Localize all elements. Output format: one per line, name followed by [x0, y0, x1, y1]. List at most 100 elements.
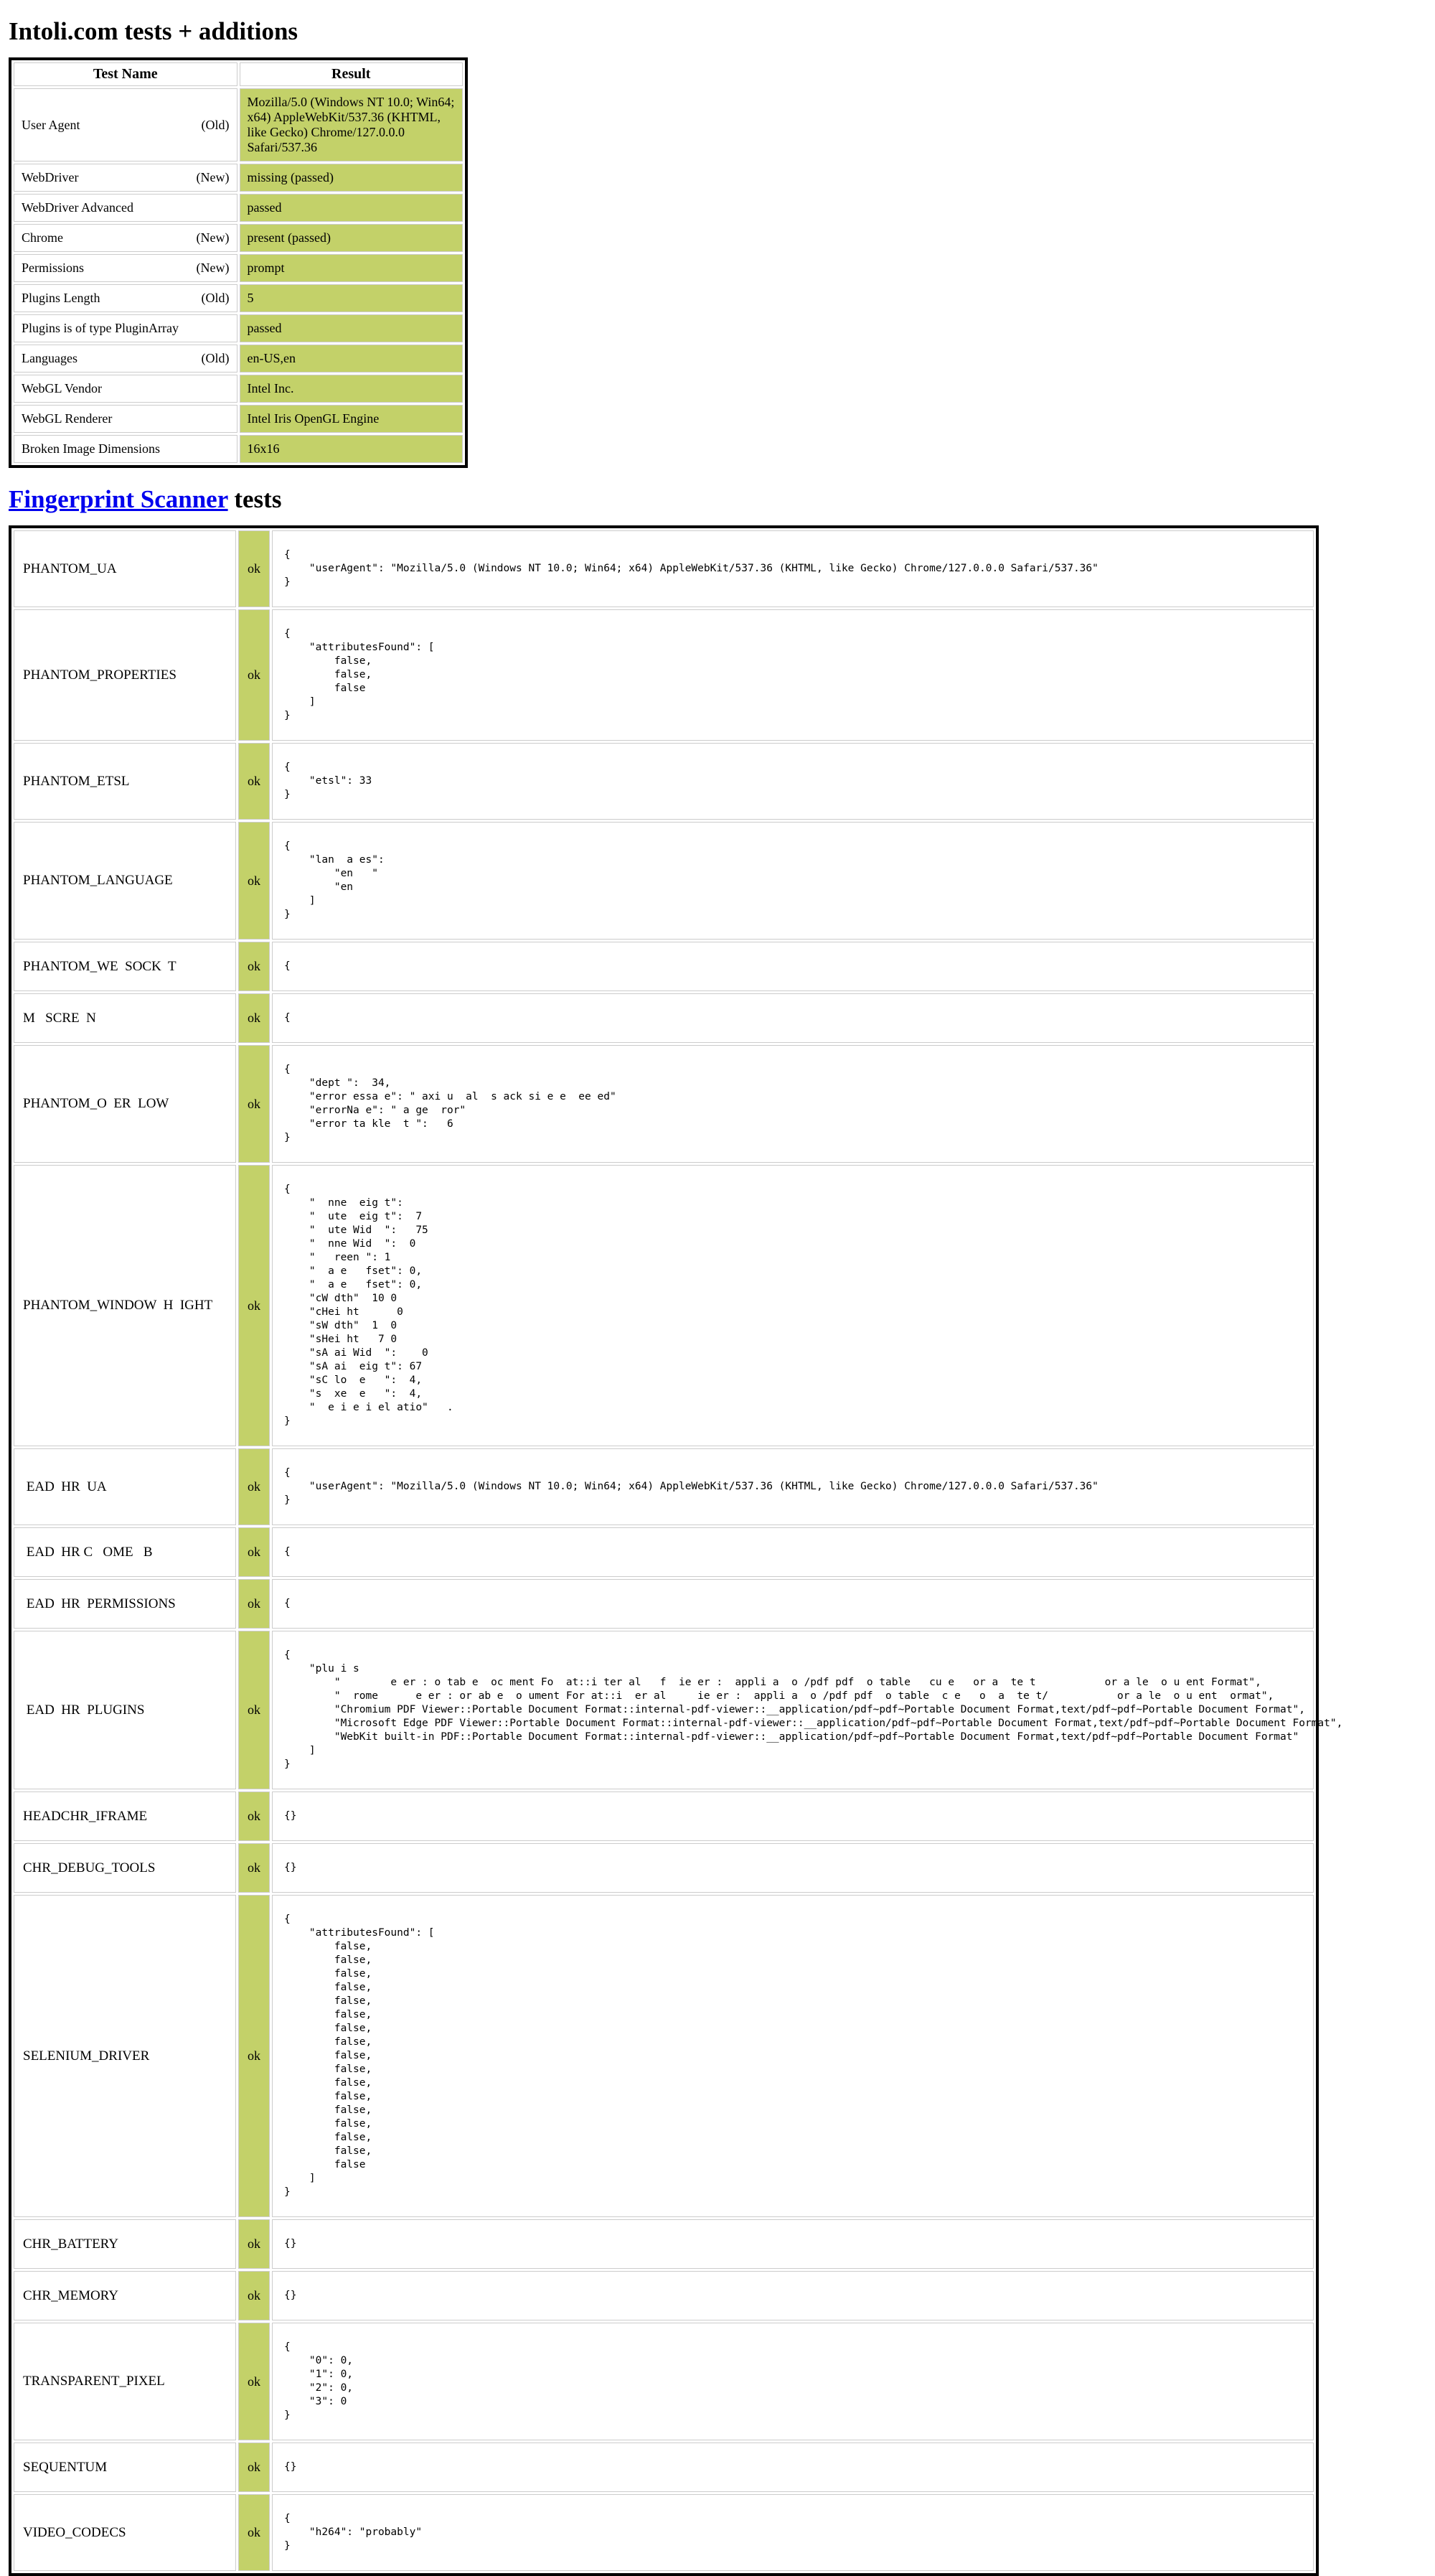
scanner-test-name: PHANTOM_UA [14, 530, 236, 607]
scanner-test-output-cell: { [272, 1527, 1314, 1577]
scanner-test-row: PHANTOM_PROPERTIES ok{ "attributesFound":… [14, 609, 1314, 741]
test-name-cell: User Agent (Old) [14, 88, 237, 161]
scanner-test-name: CHR_BATTERY [14, 2219, 236, 2269]
test-result-cell: passed [239, 194, 463, 222]
test-qualifier: (Old) [201, 117, 230, 132]
test-name: WebGL Vendor [22, 381, 103, 395]
scanner-test-output: { "lan a es": "en " "en ] } [284, 840, 385, 920]
test-result-cell: en-US,en [239, 345, 463, 373]
status-ok-badge: ok [238, 2494, 270, 2571]
scanner-test-output-cell: { "userAgent": "Mozilla/5.0 (Windows NT … [272, 1448, 1314, 1525]
test-name-cell: Broken Image Dimensions [14, 435, 237, 463]
scanner-test-output-cell: { "attributesFound": [ false, false, fal… [272, 1895, 1314, 2217]
scanner-test-name: M SCRE N [14, 993, 236, 1043]
status-ok-badge: ok [238, 1045, 270, 1163]
fingerprint-scanner-table: PHANTOM_UA ok { "userAgent": "Mozilla/5.0 … [9, 525, 1343, 2576]
page-title: Intoli.com tests + additions [9, 17, 1435, 46]
status-ok-badge: ok [238, 2323, 270, 2440]
scanner-test-output: {} [284, 2238, 297, 2249]
test-name-cell: Permissions (New) [14, 254, 237, 282]
scanner-test-name: PHANTOM_WE SOCK T [14, 942, 236, 991]
scanner-test-output-cell: { [272, 942, 1314, 991]
scanner-test-output: {} [284, 1862, 297, 1873]
scanner-test-row: SELENIUM_DRIVER ok{ "attributesFound": [ … [14, 1895, 1314, 2217]
scanner-test-name: PHANTOM_O ER LOW [14, 1045, 236, 1163]
scanner-test-output: { "userAgent": "Mozilla/5.0 (Windows NT … [284, 1467, 1098, 1506]
test-name: WebDriver [22, 170, 79, 184]
scanner-test-name: SELENIUM_DRIVER [14, 1895, 236, 2217]
scanner-test-output-cell: { "userAgent": "Mozilla/5.0 (Windows NT … [272, 530, 1314, 607]
scanner-test-row: CHR_MEMORY ok {} [14, 2271, 1314, 2320]
test-result-cell: 5 [239, 284, 463, 312]
scanner-test-name: HEADCHR_IFRAME [14, 1792, 236, 1841]
status-ok-badge: ok [238, 743, 270, 820]
status-ok-badge: ok [238, 609, 270, 741]
test-result-cell: present (passed) [239, 224, 463, 252]
intoli-test-row: Plugins Length (Old) 5 [14, 284, 463, 312]
scanner-test-row: EAD HR PLUGINS ok{ "plu i s " e er : o ta… [14, 1631, 1343, 1789]
result-header: Result [239, 62, 463, 86]
test-qualifier: (New) [196, 261, 230, 275]
scanner-test-output-cell: {} [272, 1792, 1314, 1841]
scanner-test-output: { "plu i s " e er : o tab e oc ment Fo a… [284, 1649, 1343, 1770]
scanner-test-name: PHANTOM_LANGUAGE [14, 822, 236, 940]
scanner-test-name: EAD HR PERMISSIONS [14, 1579, 236, 1629]
test-name: User Agent [22, 117, 80, 132]
status-ok-badge: ok [238, 2219, 270, 2269]
scanner-test-output-cell: { [272, 1579, 1314, 1629]
scanner-test-output-cell: {} [272, 1843, 1314, 1893]
scanner-test-output: { [284, 960, 291, 972]
test-name-header: Test Name [14, 62, 237, 86]
status-ok-badge: ok [238, 1579, 270, 1629]
scanner-test-name: PHANTOM_WINDOW H IGHT [14, 1165, 236, 1446]
scanner-test-output-cell: { "attributesFound": [ false, false, fal… [272, 609, 1314, 741]
scanner-test-row: SEQUENTUM ok {} [14, 2442, 1314, 2492]
scanner-test-row: HEADCHR_IFRAME ok {} [14, 1792, 1314, 1841]
scanner-test-row: PHANTOM_WINDOW H IGHT ok{ " nne eig t": "… [14, 1165, 1314, 1446]
test-name-cell: WebGL Renderer [14, 405, 237, 433]
test-name: Plugins Length [22, 291, 100, 305]
scanner-tbody: PHANTOM_UA ok { "userAgent": "Mozilla/5.0 … [14, 530, 1343, 2571]
scanner-test-output: { "userAgent": "Mozilla/5.0 (Windows NT … [284, 549, 1098, 588]
scanner-test-output-cell: {} [272, 2442, 1314, 2492]
scanner-test-output-cell: { "0": 0, "1": 0, "2": 0, "3": 0 } [272, 2323, 1314, 2440]
page-title-text: Intoli.com tests + additions [9, 17, 298, 45]
scanner-test-output-cell: { "dept ": 34, "error essa e": " axi u a… [272, 1045, 1314, 1163]
scanner-test-output: { [284, 1546, 291, 1558]
scanner-test-output: { "etsl": 33 } [284, 762, 372, 800]
scanner-test-row: PHANTOM_O ER LOW ok{ "dept ": 34, "error … [14, 1045, 1314, 1163]
scanner-test-row: PHANTOM_UA ok { "userAgent": "Mozilla/5.0 … [14, 530, 1314, 607]
test-name: Chrome [22, 230, 63, 245]
test-result-cell: Intel Iris OpenGL Engine [239, 405, 463, 433]
scanner-test-name: EAD HR UA [14, 1448, 236, 1525]
fingerprint-scanner-heading: Fingerprint Scanner tests [9, 485, 1435, 514]
test-qualifier: (New) [196, 230, 230, 245]
intoli-test-row: Languages (Old) en-US,en [14, 345, 463, 373]
scanner-test-output: { "attributesFound": [ false, false, fal… [284, 628, 435, 721]
status-ok-badge: ok [238, 530, 270, 607]
status-ok-badge: ok [238, 993, 270, 1043]
scanner-test-output-cell: { "lan a es": "en " "en ] } [272, 822, 1314, 940]
test-name-cell: Plugins is of type PluginArray [14, 314, 237, 342]
scanner-test-name: EAD HR C OME B [14, 1527, 236, 1577]
scanner-test-row: CHR_DEBUG_TOOLS ok {} [14, 1843, 1314, 1893]
scanner-test-output: { [284, 1012, 291, 1024]
test-name-cell: WebDriver (New) [14, 164, 237, 192]
scanner-test-output: { [284, 1598, 291, 1609]
scanner-test-output: { "dept ": 34, "error essa e": " axi u a… [284, 1064, 616, 1143]
scanner-test-output: {} [284, 1810, 297, 1822]
test-name: WebGL Renderer [22, 411, 113, 426]
intoli-header-row: Test Name Result [14, 62, 463, 86]
test-name: Languages [22, 351, 77, 365]
status-ok-badge: ok [238, 1631, 270, 1789]
fingerprint-scanner-link[interactable]: Fingerprint Scanner [9, 485, 228, 513]
intoli-test-row: WebDriver (New) missing (passed) [14, 164, 463, 192]
status-ok-badge: ok [238, 1448, 270, 1525]
test-qualifier: (Old) [201, 351, 230, 365]
scanner-test-output-cell: {} [272, 2271, 1314, 2320]
scanner-test-name: CHR_DEBUG_TOOLS [14, 1843, 236, 1893]
test-qualifier: (Old) [201, 291, 230, 305]
